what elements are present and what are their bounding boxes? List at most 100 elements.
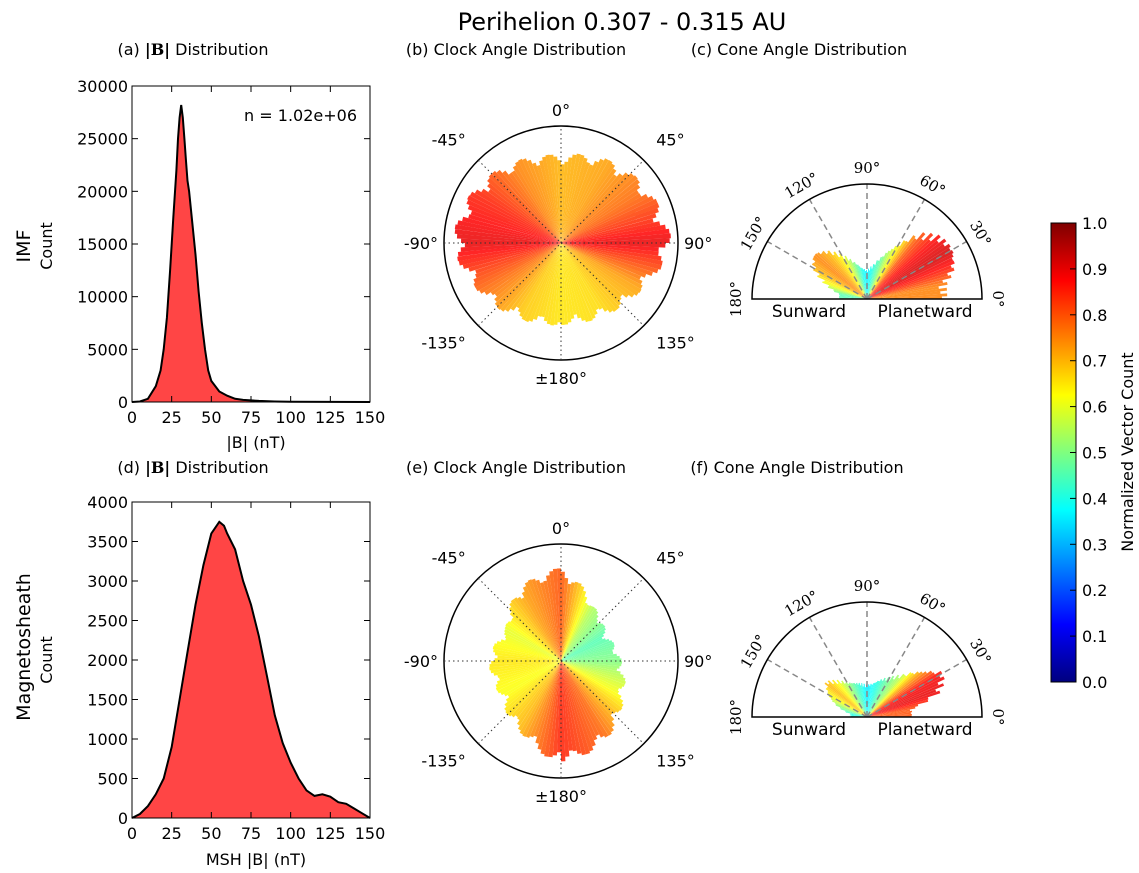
rose-wedge — [858, 266, 867, 299]
rose-wedge — [561, 243, 659, 256]
rose-wedge — [867, 243, 951, 299]
rose-wedge — [527, 579, 561, 661]
rose-wedge — [867, 679, 883, 717]
rose-wedge — [839, 707, 867, 717]
rose-wedge — [867, 273, 948, 299]
rose-wedge — [867, 689, 937, 717]
rose-wedge — [540, 661, 561, 755]
rose-wedge — [561, 243, 593, 322]
rose-wedge — [867, 268, 873, 299]
rose-wedge — [535, 579, 561, 661]
rose-wedge — [561, 243, 622, 302]
rose-wedge — [828, 285, 867, 299]
rose-wedge — [832, 679, 867, 717]
rose-wedge — [536, 165, 561, 243]
rose-wedge — [561, 207, 659, 243]
clock-rose-panel-b: (b) Clock Angle Distribution 0° 45° 90° 135… — [404, 40, 713, 388]
rose-wedge — [827, 680, 867, 717]
colorbar-tick-label: 0.0 — [1082, 673, 1107, 692]
colorbar-tick-label: 1.0 — [1082, 214, 1107, 233]
rose-wedge — [561, 221, 661, 243]
rose-wedge — [561, 661, 619, 691]
rose-wedge — [561, 161, 569, 243]
rose-wedge — [561, 243, 572, 323]
rose-wedge — [867, 238, 917, 299]
rose-wedge — [856, 682, 867, 717]
rose-wedge — [561, 243, 590, 323]
rose-wedge — [561, 168, 617, 243]
rose-wedge — [561, 644, 615, 661]
rose-wedge — [561, 661, 624, 704]
rose-wedge — [852, 683, 867, 717]
rose-wedge — [561, 195, 654, 243]
rose-wedge — [454, 224, 561, 243]
rose-wedge — [475, 243, 561, 274]
polar-angle-label: 30° — [966, 217, 995, 249]
rose-wedge — [561, 193, 649, 243]
rose-wedge — [561, 238, 670, 243]
rose-wedge — [833, 683, 867, 717]
x-tick-label: 150 — [355, 408, 386, 427]
polar-angle-label: ±180° — [535, 787, 587, 806]
rose-wedge — [867, 677, 886, 717]
rose-wedge — [850, 713, 867, 717]
rose-wedge — [496, 661, 561, 684]
rose-wedge — [834, 290, 867, 299]
rose-wedge — [561, 661, 612, 736]
rose-wedge — [507, 661, 561, 698]
rose-wedge — [867, 260, 955, 299]
rose-wedge — [561, 661, 622, 699]
panel-a-annotation: n = 1.02e+06 — [244, 106, 357, 125]
rose-wedge — [561, 243, 639, 296]
rose-wedge — [561, 583, 572, 661]
rose-wedge — [867, 280, 944, 299]
rose-wedge — [561, 641, 615, 661]
rose-wedge — [510, 619, 561, 661]
rose-wedge — [561, 193, 642, 243]
rose-wedge — [561, 661, 609, 738]
rose-wedge — [521, 591, 561, 661]
histogram-outline — [131, 520, 371, 819]
rose-wedge — [557, 160, 561, 243]
colorbar-tick-label: 0.1 — [1082, 627, 1107, 646]
cone-rose-panel-f: (f) Cone Angle Distribution 0° 30° 60° 90° 1… — [690, 458, 1007, 740]
rose-wedge — [867, 268, 870, 299]
y-tick-label: 10000 — [77, 288, 128, 307]
polar-angle-label: 60° — [916, 171, 948, 200]
rose-wedge — [497, 655, 561, 661]
x-tick-label: 100 — [275, 408, 306, 427]
polar-angle-label: 90° — [684, 234, 712, 253]
rose-wedge — [867, 291, 941, 299]
rose-wedge — [468, 214, 561, 243]
y-tick-label: 4000 — [87, 493, 128, 512]
rose-wedge — [561, 602, 588, 661]
rose-wedge — [867, 264, 875, 299]
rose-wedge — [548, 661, 561, 758]
rose-wedge — [857, 264, 867, 299]
rose-wedge — [561, 640, 613, 661]
rose-wedge — [836, 679, 867, 717]
rose-wedge — [867, 672, 935, 717]
polar-angle-label: 120° — [781, 587, 821, 621]
rose-wedge — [532, 162, 561, 243]
rose-wedge — [561, 661, 621, 675]
rose-wedge — [495, 661, 561, 688]
x-tick-label: 125 — [315, 824, 346, 843]
rose-wedge — [508, 172, 561, 243]
rose-wedge — [820, 252, 867, 299]
rose-wedge — [462, 216, 561, 243]
histogram-panel-a: (a) |B| Distribution n = 1.02e+06 Count … — [37, 40, 385, 452]
rose-wedge — [533, 661, 561, 737]
rose-wedge — [524, 581, 561, 661]
polar-angle-label: 60° — [916, 589, 948, 618]
rose-wedge — [490, 661, 561, 674]
polar-angle-label: 0° — [989, 708, 1007, 725]
rose-wedge — [487, 177, 561, 243]
rose-wedge — [488, 188, 561, 243]
planetward-label: Planetward — [877, 720, 972, 740]
y-tick-label: 1000 — [87, 730, 128, 749]
rose-wedge — [561, 243, 581, 319]
rose-wedge — [867, 287, 947, 299]
polar-angle-label: 90° — [684, 652, 712, 671]
rose-wedge — [504, 635, 561, 661]
